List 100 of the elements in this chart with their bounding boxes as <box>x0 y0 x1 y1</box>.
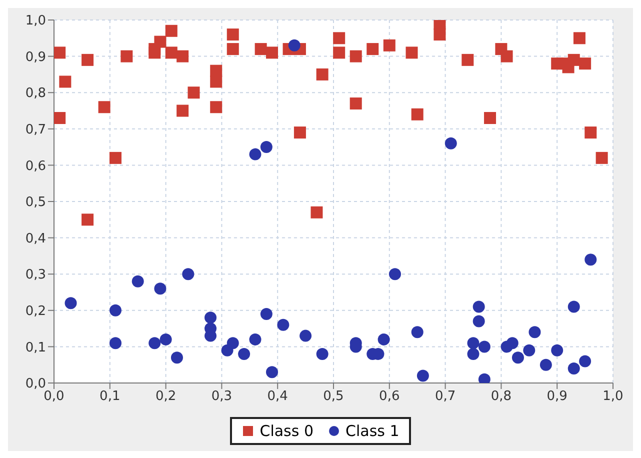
point <box>176 104 189 117</box>
point <box>551 344 564 356</box>
point <box>182 268 194 280</box>
x-tick-label: 0,4 <box>267 389 288 404</box>
x-tick-label: 0,3 <box>211 389 232 404</box>
point <box>238 348 250 360</box>
point <box>568 300 580 313</box>
point <box>300 330 312 342</box>
point <box>388 268 401 280</box>
point <box>294 126 306 139</box>
x-tick-label: 0,0 <box>44 389 64 404</box>
point <box>165 24 178 37</box>
point <box>478 340 490 353</box>
point <box>584 126 597 139</box>
point <box>528 326 541 338</box>
point <box>120 50 133 62</box>
point <box>98 101 110 114</box>
point <box>579 58 592 70</box>
point <box>310 206 323 218</box>
point <box>434 28 446 41</box>
point <box>266 46 278 59</box>
y-tick-label: 0,5 <box>25 195 46 210</box>
x-tick-label: 0,1 <box>100 389 120 404</box>
point <box>406 46 418 59</box>
point <box>254 43 267 56</box>
y-tick-label: 0,6 <box>25 158 46 174</box>
point <box>170 352 183 364</box>
point <box>160 333 172 346</box>
x-tick-label: 1,0 <box>602 389 624 404</box>
legend-label: Class 1 <box>344 422 400 440</box>
x-tick-label: 0,6 <box>379 389 400 404</box>
y-tick-label: 0,2 <box>25 304 46 320</box>
point <box>596 152 608 164</box>
point <box>154 36 166 48</box>
point <box>506 337 518 350</box>
point <box>540 358 552 371</box>
point <box>512 352 524 364</box>
point <box>226 28 239 41</box>
point <box>378 333 390 346</box>
point <box>416 370 429 382</box>
point <box>568 362 580 374</box>
point <box>59 76 72 88</box>
y-tick-label: 1,0 <box>25 14 46 29</box>
point <box>333 46 346 59</box>
point <box>188 86 200 99</box>
y-tick-label: 0,9 <box>25 50 46 65</box>
point <box>154 282 166 295</box>
point <box>573 32 586 44</box>
point <box>109 304 122 316</box>
y-tick-label: 0,4 <box>25 231 46 246</box>
y-tick-label: 0,7 <box>25 122 46 138</box>
point <box>288 39 300 52</box>
point <box>109 337 122 350</box>
point <box>467 348 480 360</box>
point <box>277 318 290 331</box>
point <box>523 344 536 356</box>
y-tick-label: 0,0 <box>25 376 46 392</box>
point <box>579 355 592 368</box>
point <box>333 32 346 44</box>
x-tick-label: 0,2 <box>155 389 176 404</box>
point <box>132 275 144 288</box>
point <box>266 366 278 378</box>
point <box>472 315 485 328</box>
point <box>64 297 77 310</box>
point <box>249 333 262 346</box>
point <box>260 308 272 320</box>
x-tick-label: 0,5 <box>323 389 344 404</box>
point <box>411 108 424 120</box>
point <box>226 43 239 56</box>
point <box>210 76 222 88</box>
y-tick-label: 0,8 <box>25 86 46 102</box>
y-tick-label: 0,3 <box>25 268 46 283</box>
point <box>176 50 189 62</box>
point <box>366 43 379 56</box>
point <box>260 141 272 154</box>
point <box>411 326 424 338</box>
point <box>484 112 496 124</box>
point <box>54 46 66 59</box>
point <box>316 68 328 80</box>
point <box>165 46 178 59</box>
x-tick-label: 0,7 <box>434 389 456 404</box>
point <box>462 54 474 66</box>
point <box>109 152 122 164</box>
point <box>316 348 328 360</box>
y-tick-label: 0,1 <box>25 340 46 356</box>
x-tick-label: 0,8 <box>490 389 512 404</box>
point <box>249 148 262 160</box>
legend-label: Class 0 <box>258 422 314 440</box>
x-tick-label: 0,9 <box>546 389 568 404</box>
point <box>226 337 239 350</box>
point <box>472 300 485 313</box>
point <box>350 50 362 62</box>
point <box>148 46 161 59</box>
point <box>82 54 94 66</box>
point <box>204 312 217 324</box>
point <box>210 101 222 114</box>
point <box>584 254 597 266</box>
point <box>444 137 457 150</box>
point <box>148 337 161 350</box>
point <box>467 337 480 350</box>
